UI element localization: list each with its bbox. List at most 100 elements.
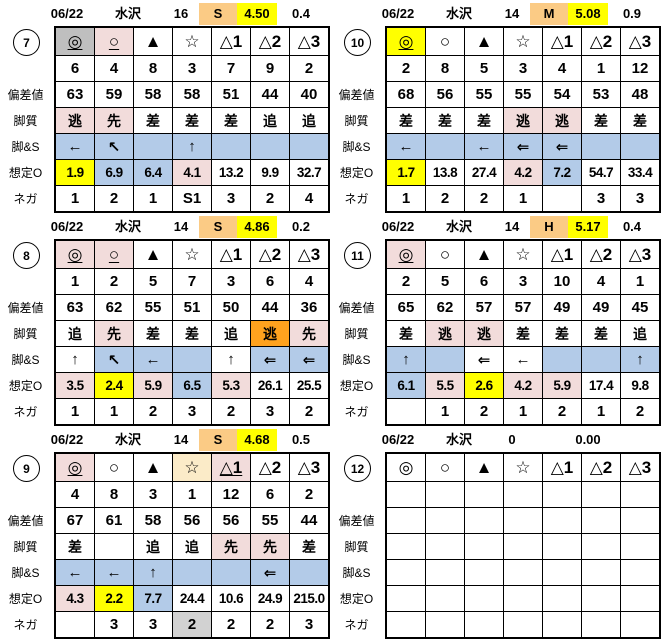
legs-cell[interactable]: [582, 134, 620, 159]
header-track[interactable]: 水沢: [114, 219, 141, 234]
symbol-cell[interactable]: ○: [426, 454, 464, 481]
dev-cell[interactable]: [387, 508, 425, 533]
header-extra-value[interactable]: 0.2: [291, 219, 311, 234]
dev-cell[interactable]: 61: [95, 508, 133, 533]
odds-cell[interactable]: 1.7: [387, 160, 425, 185]
header-race-count[interactable]: 16: [173, 6, 189, 21]
header-pace-cell[interactable]: S: [199, 429, 237, 451]
style-cell[interactable]: [95, 534, 133, 559]
symbol-cell[interactable]: △2: [251, 28, 289, 55]
symbol-cell[interactable]: ☆: [504, 454, 542, 481]
symbol-cell[interactable]: △2: [582, 454, 620, 481]
legs-cell[interactable]: [621, 134, 659, 159]
odds-cell[interactable]: 2.6: [465, 373, 503, 398]
number-cell[interactable]: 3: [173, 56, 211, 81]
legs-cell[interactable]: ⇐: [504, 134, 542, 159]
symbol-cell[interactable]: ☆: [173, 28, 211, 55]
symbol-cell[interactable]: △1: [543, 241, 581, 268]
number-cell[interactable]: 5: [465, 56, 503, 81]
dev-cell[interactable]: 57: [504, 295, 542, 320]
header-pace-cell[interactable]: S: [199, 216, 237, 238]
neg-cell[interactable]: 2: [426, 186, 464, 211]
legs-cell[interactable]: ←: [95, 560, 133, 585]
legs-cell[interactable]: [426, 560, 464, 585]
legs-cell[interactable]: ↑: [134, 560, 172, 585]
style-cell[interactable]: 追: [290, 108, 328, 133]
neg-cell[interactable]: 1: [504, 186, 542, 211]
style-cell[interactable]: [543, 534, 581, 559]
neg-cell[interactable]: [387, 399, 425, 424]
number-cell[interactable]: 12: [212, 482, 250, 507]
symbol-cell[interactable]: ☆: [173, 241, 211, 268]
legs-cell[interactable]: [543, 347, 581, 372]
header-date[interactable]: 06/22: [50, 219, 84, 234]
odds-cell[interactable]: 54.7: [582, 160, 620, 185]
number-cell[interactable]: [426, 482, 464, 507]
header-extra-value[interactable]: 0.4: [622, 219, 642, 234]
neg-cell[interactable]: 2: [621, 399, 659, 424]
number-cell[interactable]: 8: [95, 482, 133, 507]
odds-cell[interactable]: 4.2: [504, 160, 542, 185]
dev-cell[interactable]: 54: [543, 82, 581, 107]
odds-cell[interactable]: 4.2: [504, 373, 542, 398]
symbol-cell[interactable]: △1: [543, 454, 581, 481]
dev-cell[interactable]: 51: [173, 295, 211, 320]
legs-cell[interactable]: ⇐: [251, 560, 289, 585]
style-cell[interactable]: 逃: [543, 108, 581, 133]
odds-cell[interactable]: 6.1: [387, 373, 425, 398]
neg-cell[interactable]: [621, 612, 659, 637]
symbol-cell[interactable]: △3: [290, 454, 328, 481]
header-date[interactable]: 06/22: [381, 432, 415, 447]
style-cell[interactable]: 先: [212, 534, 250, 559]
symbol-cell[interactable]: ○: [95, 241, 133, 268]
header-pace-cell[interactable]: S: [199, 3, 237, 25]
odds-cell[interactable]: 10.6: [212, 586, 250, 611]
legs-cell[interactable]: [582, 347, 620, 372]
symbol-cell[interactable]: △2: [582, 28, 620, 55]
neg-cell[interactable]: [426, 612, 464, 637]
number-cell[interactable]: 9: [251, 56, 289, 81]
neg-cell[interactable]: 3: [134, 612, 172, 637]
style-cell[interactable]: 逃: [251, 321, 289, 346]
neg-cell[interactable]: 1: [134, 186, 172, 211]
style-cell[interactable]: 追: [212, 321, 250, 346]
neg-cell[interactable]: 1: [582, 399, 620, 424]
dev-cell[interactable]: 50: [212, 295, 250, 320]
legs-cell[interactable]: ←: [504, 347, 542, 372]
style-cell[interactable]: [621, 534, 659, 559]
number-cell[interactable]: 10: [543, 269, 581, 294]
legs-cell[interactable]: ↑: [212, 347, 250, 372]
header-extra-value[interactable]: 0.9: [622, 6, 642, 21]
header-index-cell[interactable]: 0.00: [575, 432, 601, 447]
style-cell[interactable]: 差: [290, 534, 328, 559]
legs-cell[interactable]: [426, 347, 464, 372]
odds-cell[interactable]: 2.2: [95, 586, 133, 611]
symbol-cell[interactable]: △1: [543, 28, 581, 55]
dev-cell[interactable]: 58: [134, 508, 172, 533]
odds-cell[interactable]: 3.5: [56, 373, 94, 398]
symbol-cell[interactable]: △1: [212, 454, 250, 481]
style-cell[interactable]: 先: [95, 108, 133, 133]
symbol-cell[interactable]: ◎: [56, 28, 94, 55]
header-track[interactable]: 水沢: [445, 432, 472, 447]
number-cell[interactable]: [504, 482, 542, 507]
symbol-cell[interactable]: △3: [290, 241, 328, 268]
style-cell[interactable]: 差: [134, 321, 172, 346]
number-cell[interactable]: [387, 482, 425, 507]
number-cell[interactable]: 6: [251, 269, 289, 294]
header-track[interactable]: 水沢: [114, 6, 141, 21]
dev-cell[interactable]: 65: [387, 295, 425, 320]
legs-cell[interactable]: ⇐: [290, 347, 328, 372]
style-cell[interactable]: 差: [543, 321, 581, 346]
header-extra-value[interactable]: [609, 429, 655, 451]
header-date[interactable]: 06/22: [381, 6, 415, 21]
header-race-count[interactable]: 0: [508, 432, 516, 447]
symbol-cell[interactable]: △3: [290, 28, 328, 55]
number-cell[interactable]: 2: [387, 269, 425, 294]
odds-cell[interactable]: 7.2: [543, 160, 581, 185]
symbol-cell[interactable]: △1: [212, 241, 250, 268]
odds-cell[interactable]: 5.9: [134, 373, 172, 398]
header-race-count[interactable]: 14: [173, 432, 189, 447]
style-cell[interactable]: 追: [173, 534, 211, 559]
number-cell[interactable]: [582, 482, 620, 507]
